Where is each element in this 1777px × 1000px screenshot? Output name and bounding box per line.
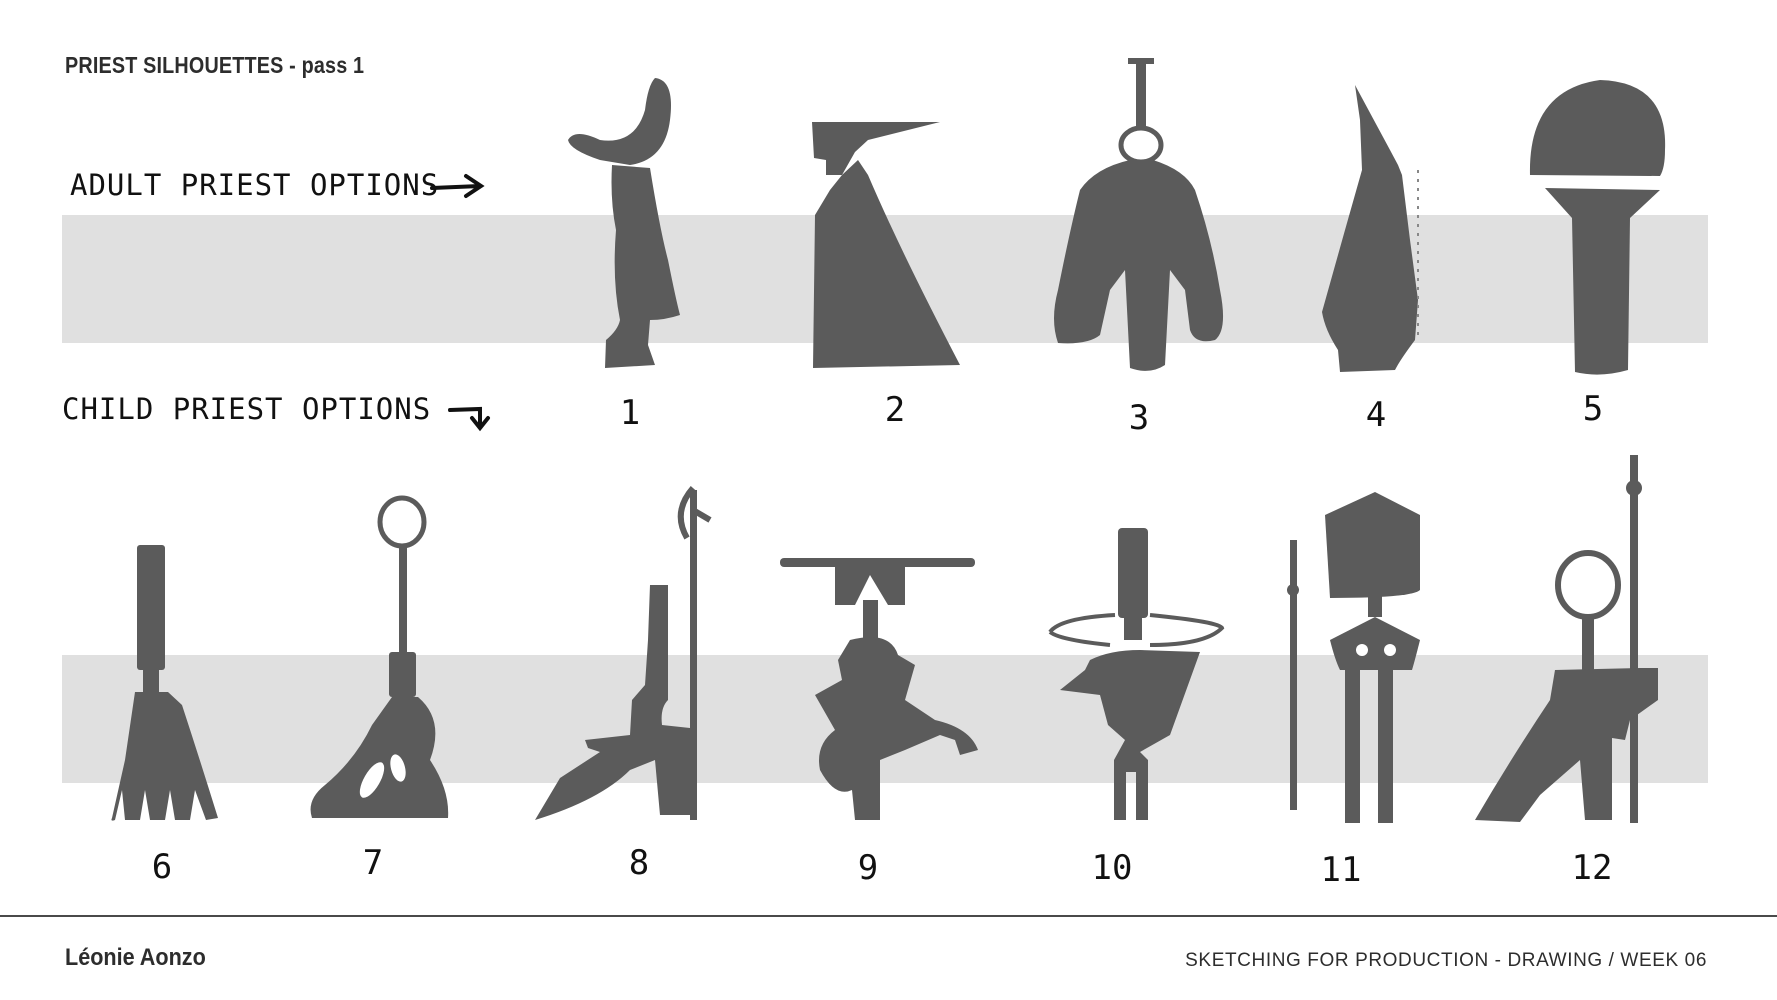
child-row-label: CHILD PRIEST OPTIONS (62, 392, 432, 426)
figure-number-12: 12 (1571, 848, 1613, 888)
footer-divider (0, 915, 1777, 917)
figure-number-2: 2 (884, 390, 906, 430)
figure-number-9: 9 (857, 848, 879, 888)
silhouette-8 (535, 486, 712, 820)
figure-number-5: 5 (1582, 389, 1604, 429)
silhouette-5 (1529, 80, 1666, 375)
silhouette-11 (1287, 492, 1420, 823)
silhouette-9 (780, 558, 978, 820)
figure-number-7: 7 (362, 843, 384, 883)
silhouette-2 (812, 122, 960, 368)
silhouette-10 (1048, 528, 1225, 820)
silhouette-7 (310, 495, 449, 818)
silhouette-4 (1322, 85, 1419, 372)
figure-number-10: 10 (1091, 848, 1133, 888)
figure-number-8: 8 (628, 843, 650, 883)
silhouette-3 (1054, 58, 1224, 371)
figure-number-6: 6 (151, 847, 173, 887)
silhouette-12 (1475, 455, 1658, 823)
figure-number-11: 11 (1320, 850, 1362, 890)
adult-row-label: ADULT PRIEST OPTIONS (70, 168, 440, 202)
silhouette-6 (111, 545, 218, 821)
course-title: SKETCHING FOR PRODUCTION - DRAWING / WEE… (1185, 950, 1707, 971)
silhouette-1 (568, 78, 680, 368)
page-title: PRIEST SILHOUETTES - pass 1 (65, 52, 365, 78)
author-name: Léonie Aonzo (65, 944, 206, 971)
figure-number-1: 1 (619, 393, 641, 433)
figure-number-4: 4 (1365, 395, 1387, 435)
figure-number-3: 3 (1128, 398, 1150, 438)
